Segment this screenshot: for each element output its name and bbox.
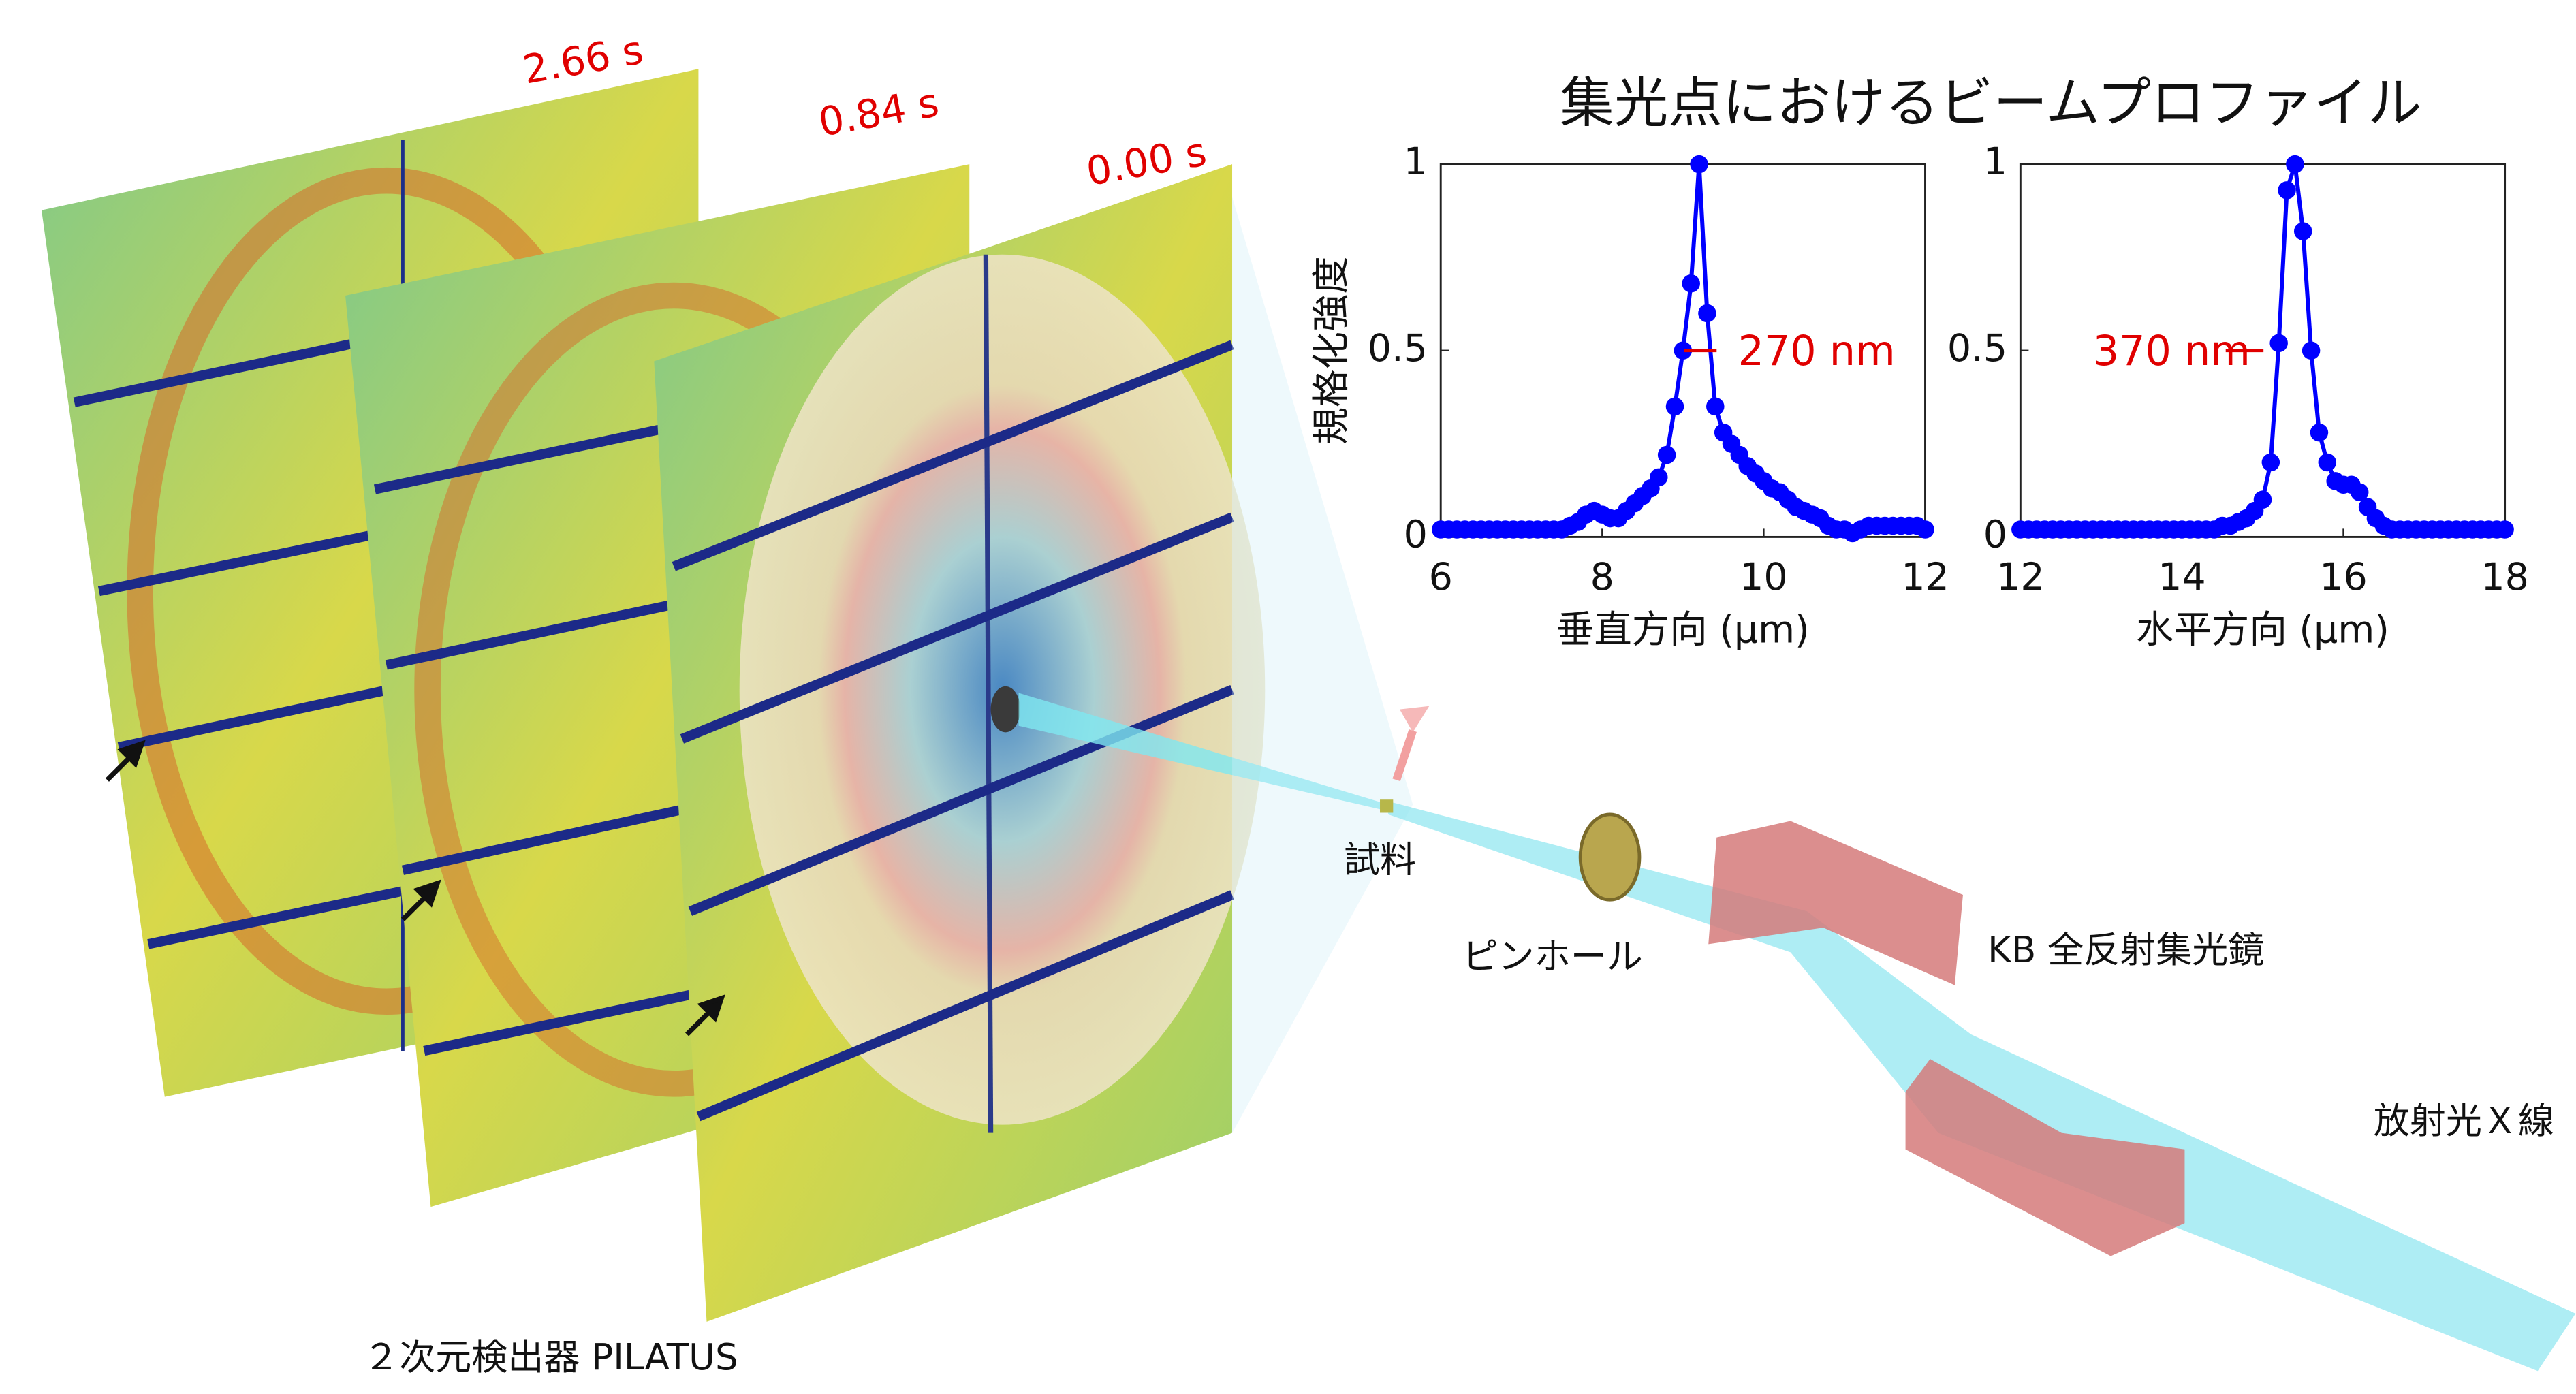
x-tick-label: 18 [2481, 556, 2529, 599]
x-tick-label: 12 [1901, 556, 1949, 599]
detector-label: ２次元検出器 PILATUS [363, 1336, 738, 1378]
data-point [1706, 397, 1725, 416]
data-point [2318, 453, 2337, 472]
x-axis-label: 水平方向 (μm) [2136, 608, 2389, 652]
y-axis-label: 規格化強度 [1310, 256, 1354, 445]
data-point [2302, 341, 2321, 360]
data-point [2253, 490, 2272, 509]
data-point [1690, 155, 1708, 174]
detector-front [654, 164, 1266, 1322]
data-point [2293, 222, 2312, 240]
data-point [1916, 520, 1934, 539]
time-label: 0.84 s [815, 79, 942, 146]
annotation: 270 nm [1738, 328, 1896, 375]
mirror-label: KB 全反射集光鏡 [1988, 929, 2264, 971]
data-point [2350, 483, 2369, 502]
kb-mirror-2 [1905, 1059, 2185, 1256]
y-tick-label: 0 [1404, 513, 1428, 557]
annotation: 370 nm [2093, 328, 2250, 375]
data-point [2261, 453, 2280, 472]
y-tick-label: 1 [1983, 140, 2007, 184]
data-point [1674, 341, 1693, 360]
data-point [1657, 445, 1676, 464]
kb-mirror-1 [1708, 821, 1963, 985]
data-point [2496, 520, 2514, 539]
y-tick-label: 0.5 [1368, 327, 1428, 370]
arrows [105, 740, 725, 1036]
x-tick-label: 16 [2319, 556, 2368, 599]
x-tick-label: 8 [1590, 556, 1614, 599]
x-tick-label: 6 [1429, 556, 1453, 599]
beam-cone [1232, 197, 1413, 1133]
x-tick-label: 14 [2158, 556, 2206, 599]
y-tick-label: 1 [1404, 140, 1428, 184]
pinhole-label: ピンホール [1462, 936, 1643, 978]
sample [1380, 799, 1394, 813]
data-point [1665, 397, 1684, 416]
chart-title: 集光点におけるビームプロファイル [1560, 72, 2422, 135]
data-point [2269, 334, 2288, 353]
x-tick-label: 12 [1996, 556, 2045, 599]
pinhole [1578, 812, 1642, 902]
data-point [1698, 304, 1716, 323]
x-axis-label: 垂直方向 (μm) [1556, 608, 1810, 652]
y-tick-label: 0.5 [1947, 327, 2007, 370]
data-point [1682, 274, 1700, 293]
time-label: 2.66 s [520, 27, 646, 93]
data-point [2278, 181, 2296, 200]
direction-arrow [1399, 706, 1430, 733]
source-label: 放射光Ｘ線 [2374, 1100, 2554, 1142]
direction-arrow-shaft [1392, 729, 1417, 782]
beam-diverging [1018, 693, 1389, 812]
x-tick-label: 10 [1740, 556, 1788, 599]
beam [1388, 801, 2576, 1372]
data-point [2286, 155, 2304, 174]
data-point [2310, 423, 2329, 442]
data-point [1650, 468, 1668, 487]
sample-label: 試料 [1344, 838, 1416, 881]
y-tick-label: 0 [1983, 513, 2007, 557]
